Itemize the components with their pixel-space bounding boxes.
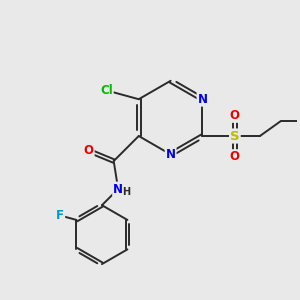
Text: N: N: [113, 182, 123, 196]
Text: O: O: [230, 109, 240, 122]
Text: O: O: [84, 144, 94, 157]
Text: H: H: [122, 187, 130, 197]
Text: Cl: Cl: [100, 84, 113, 97]
Text: S: S: [230, 130, 240, 142]
Text: O: O: [230, 150, 240, 163]
Text: N: N: [197, 93, 208, 106]
Text: N: N: [166, 148, 176, 161]
Text: F: F: [56, 209, 64, 222]
